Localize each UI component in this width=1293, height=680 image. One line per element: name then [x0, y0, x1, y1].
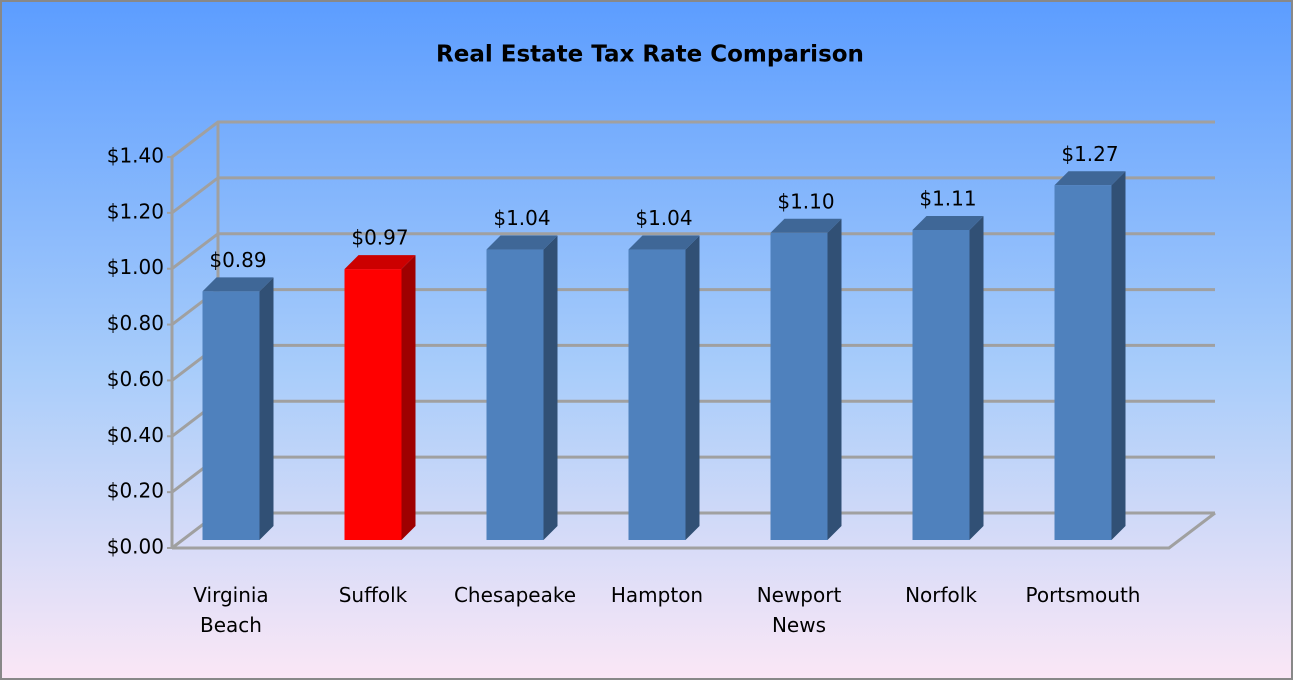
y-tick-label: $0.80 [107, 311, 164, 335]
y-tick-label: $1.00 [107, 255, 164, 279]
y-tick-label: $1.40 [107, 144, 164, 168]
floor-edge [172, 511, 1216, 550]
bar [344, 269, 402, 540]
bar-side [1111, 171, 1126, 541]
bar [770, 232, 828, 541]
data-label: $1.10 [777, 189, 834, 213]
grid-line [171, 176, 1215, 215]
bar [202, 291, 260, 540]
data-label: $1.04 [635, 206, 692, 230]
y-tick-label: $0.40 [107, 423, 164, 447]
grid-line [171, 232, 1215, 270]
data-label: $1.11 [919, 186, 976, 210]
chart-title: Real Estate Tax Rate Comparison [436, 42, 864, 68]
bar-top [770, 218, 842, 233]
y-tick-label: $0.20 [107, 479, 164, 503]
x-tick-label: Suffolk [338, 583, 408, 607]
y-tick-label: $1.20 [107, 199, 164, 223]
bar [486, 249, 544, 541]
data-label: $1.27 [1061, 142, 1118, 166]
y-tick-label: $0.00 [107, 535, 164, 559]
bar-top [912, 215, 984, 230]
x-tick-label: Newport News [756, 583, 842, 637]
bar-side [685, 235, 700, 541]
bar-side [543, 235, 558, 541]
bar-side [969, 215, 984, 540]
bar-side [401, 255, 416, 541]
grid-line [171, 120, 1215, 159]
data-label: $1.04 [493, 206, 550, 230]
bar-side [827, 218, 842, 541]
x-tick-label: Virginia Beach [193, 583, 269, 637]
bar-top [202, 277, 274, 292]
bar [1054, 185, 1112, 541]
bar [912, 229, 970, 540]
bar-top [486, 235, 558, 250]
bar-top [344, 255, 416, 270]
y-tick-label: $0.60 [107, 367, 164, 391]
x-tick-label: Norfolk [905, 583, 977, 607]
bar [628, 249, 686, 541]
data-label: $0.89 [209, 248, 266, 272]
x-tick-label: Portsmouth [1025, 583, 1141, 607]
bar-side [259, 277, 274, 540]
data-label: $0.97 [351, 226, 408, 250]
x-tick-label: Chesapeake [453, 583, 577, 607]
bar-top [628, 235, 700, 250]
bar-top [1054, 171, 1126, 186]
x-tick-label: Hampton [610, 583, 704, 607]
